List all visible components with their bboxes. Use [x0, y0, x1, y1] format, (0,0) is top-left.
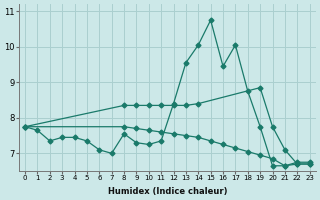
X-axis label: Humidex (Indice chaleur): Humidex (Indice chaleur) — [108, 187, 227, 196]
